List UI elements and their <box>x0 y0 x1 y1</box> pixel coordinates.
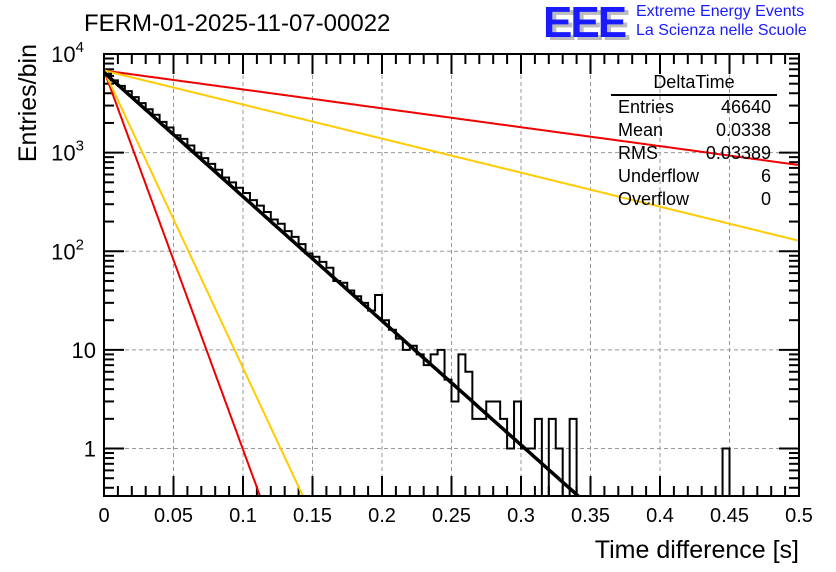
curve-yellow-fast <box>104 70 304 496</box>
y-tick-label: 104 <box>51 39 84 67</box>
stats-value: 0.03389 <box>705 143 771 163</box>
x-tick-label: 0.1 <box>229 505 257 527</box>
x-tick-label: 0.5 <box>785 505 813 527</box>
logo-text: Extreme Energy Events La Scienza nelle S… <box>636 2 807 40</box>
curve-yellow-slow <box>104 69 799 242</box>
x-tick-label: 0.45 <box>710 505 749 527</box>
stats-label: Overflow <box>618 189 690 209</box>
eee-logo: EEE EEE <box>543 2 632 42</box>
y-axis-label: Entries/bin <box>14 44 42 162</box>
fit-curve <box>104 71 581 496</box>
logo-line2: La Scienza nelle Scuole <box>636 22 807 39</box>
curve-red-slow <box>104 69 799 166</box>
stats-row-underflow: Underflow 6 <box>611 165 783 188</box>
x-tick-label: 0.05 <box>154 505 193 527</box>
y-tick-label: 103 <box>51 138 84 166</box>
logo-letters: EEE <box>543 2 626 42</box>
x-axis-label: Time difference [s] <box>595 536 799 564</box>
x-tick-label: 0.15 <box>293 505 332 527</box>
logo-shadow: EEE <box>547 2 630 42</box>
chart-title: FERM-01-2025-11-07-00022 <box>84 10 391 37</box>
stats-row-mean: Mean 0.0338 <box>611 119 783 142</box>
stats-value: 6 <box>760 166 771 186</box>
x-tick-label: 0.4 <box>646 505 674 527</box>
stats-row-rms: RMS 0.03389 <box>611 142 783 165</box>
stats-row-entries: Entries 46640 <box>611 96 783 119</box>
curve-red-fast <box>104 70 262 496</box>
x-tick-label: 0.2 <box>368 505 396 527</box>
y-tick-label: 102 <box>51 236 84 264</box>
y-tick-label: 10 <box>72 338 96 363</box>
x-tick-label: 0 <box>98 505 109 527</box>
y-tick-label: 1 <box>84 437 96 462</box>
plot-frame <box>103 53 800 497</box>
stats-box: DeltaTime Entries 46640 Mean 0.0338 RMS 0.0… <box>611 72 783 211</box>
stats-row-overflow: Overflow 0 <box>611 188 783 211</box>
x-tick-label: 0.35 <box>571 505 610 527</box>
stats-label: Mean <box>618 120 664 140</box>
x-tick-label: 0.3 <box>507 505 535 527</box>
stats-label: RMS <box>618 143 658 163</box>
stats-value: 0.0338 <box>715 120 771 140</box>
stats-value: 46640 <box>720 97 771 117</box>
stats-label: Underflow <box>618 166 700 186</box>
logo-line1: Extreme Energy Events <box>636 3 805 20</box>
stats-value: 0 <box>760 189 771 209</box>
stats-title: DeltaTime <box>611 72 777 96</box>
stats-label: Entries <box>618 97 675 117</box>
x-tick-label: 0.25 <box>432 505 471 527</box>
